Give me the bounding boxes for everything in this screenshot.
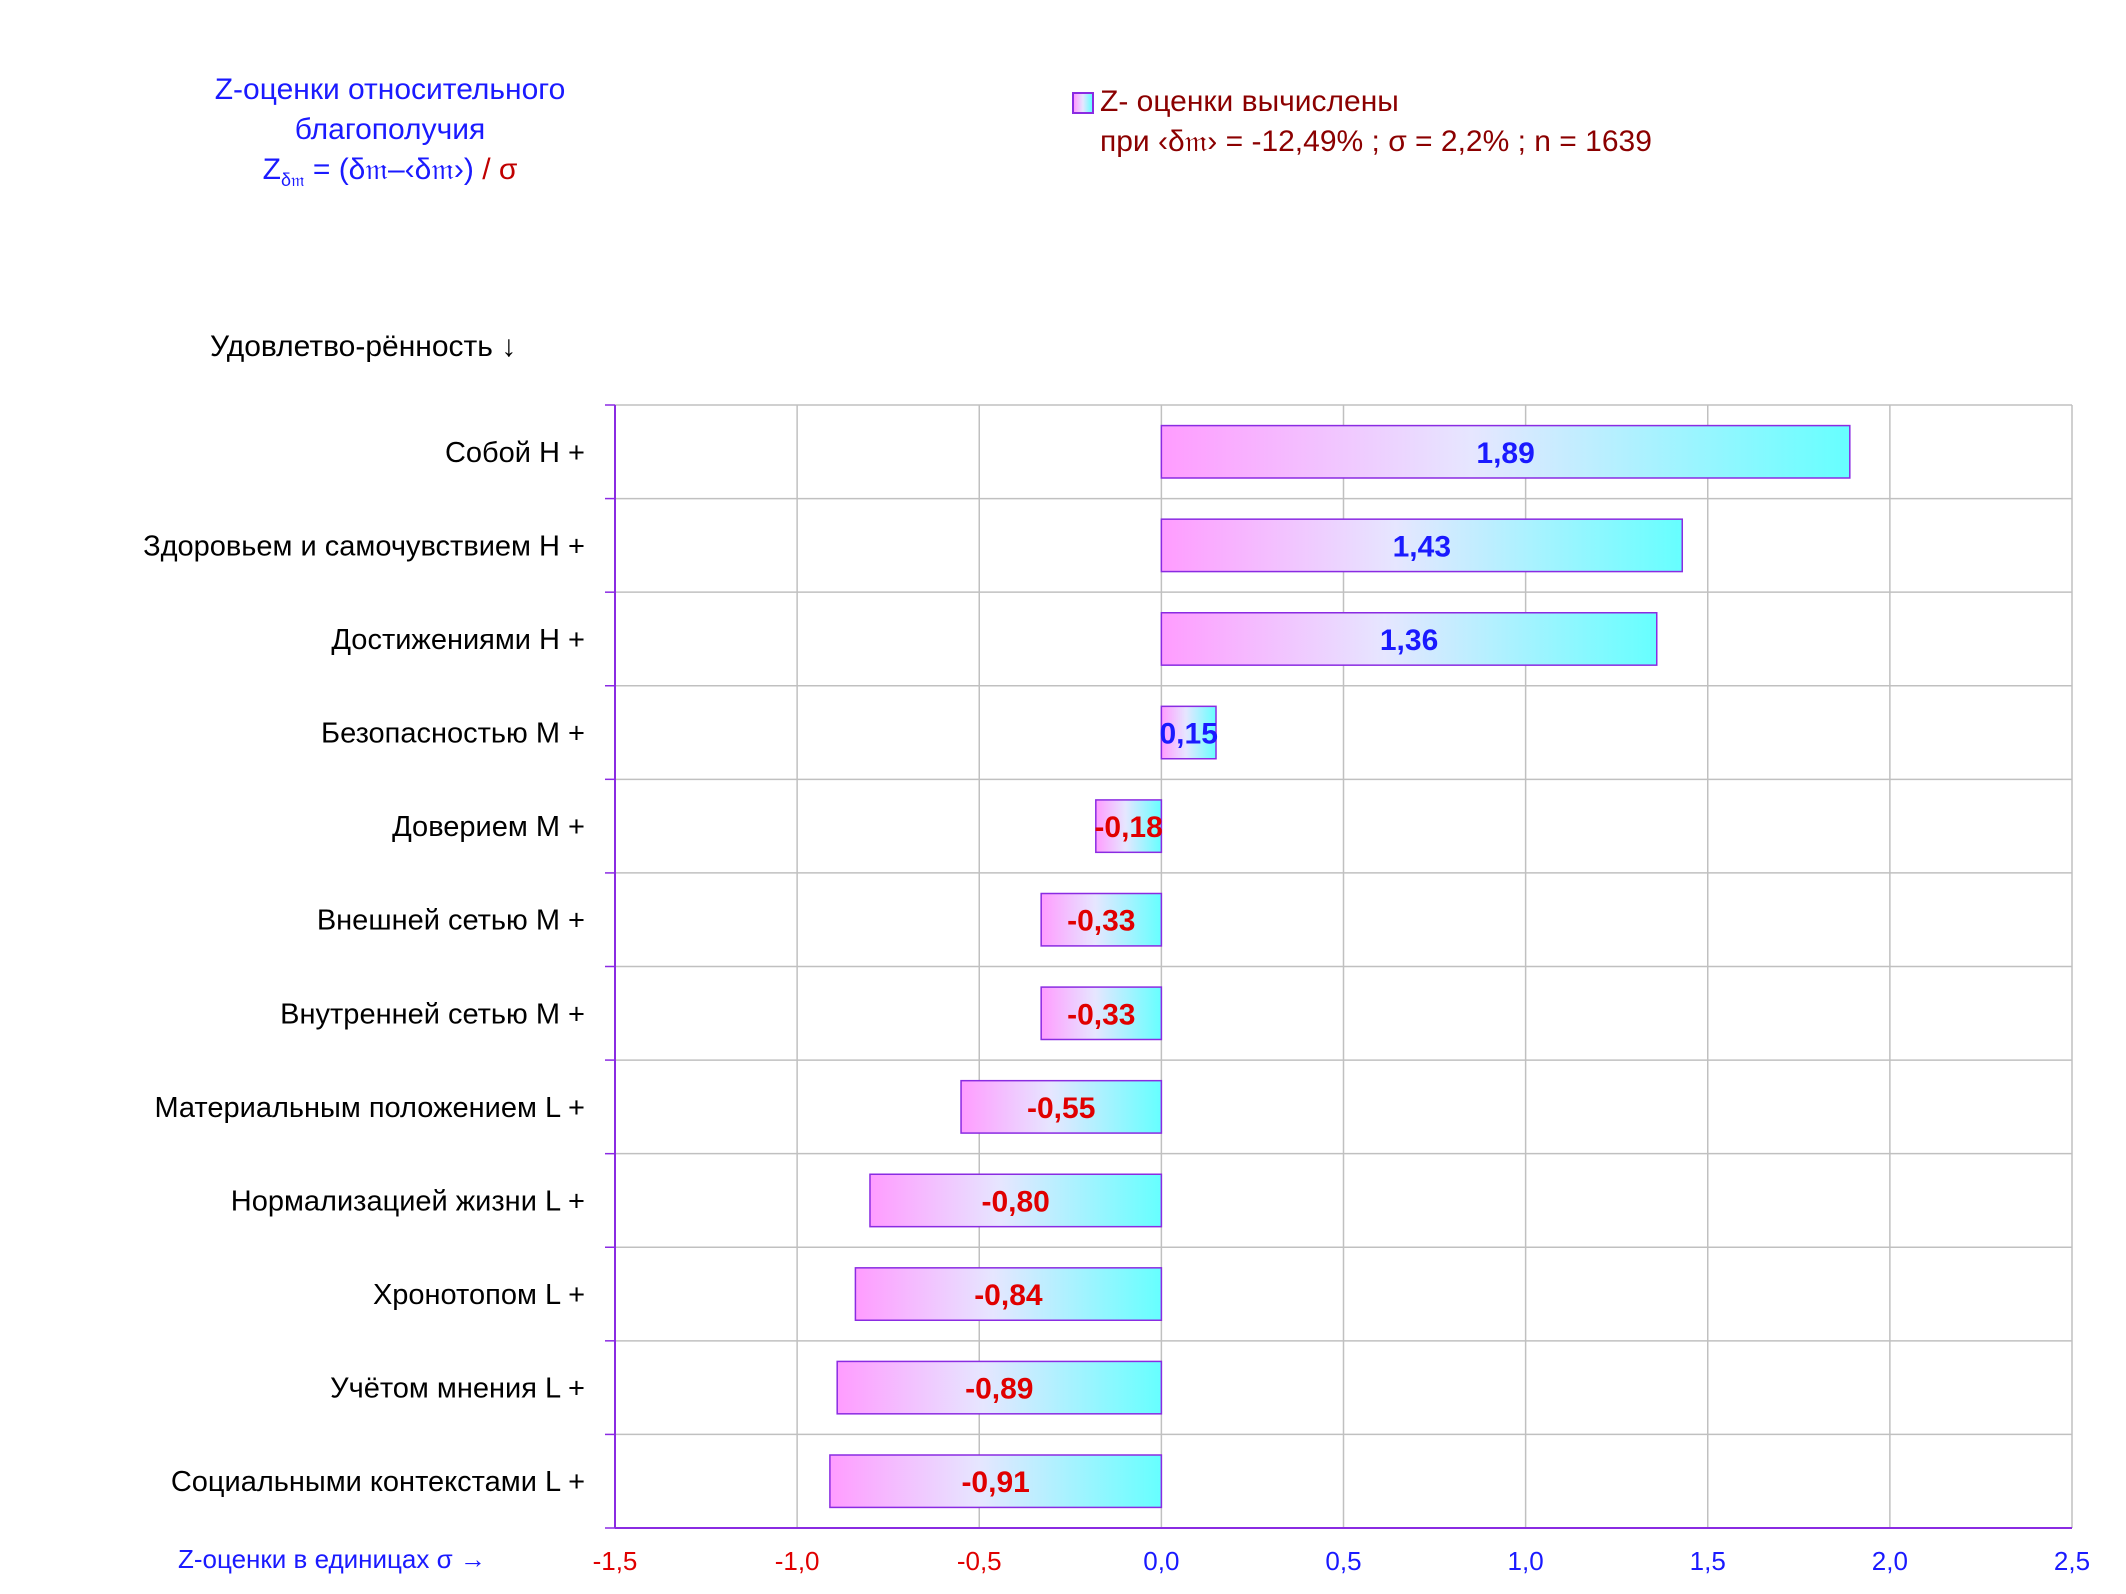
bar xyxy=(836,1360,1163,1415)
chart-title: Z-оценки относительного благополучия Zδ𝔪… xyxy=(150,70,630,200)
x-tick-label: 1,0 xyxy=(1508,1546,1544,1576)
bar-value-label: -0,80 xyxy=(981,1185,1049,1218)
x-tick-label: 2,5 xyxy=(2054,1546,2090,1576)
formula-body: = (δ𝔪–‹δ𝔪›) xyxy=(304,153,483,186)
category-label: Достижениями H + xyxy=(331,624,585,656)
bar xyxy=(1040,892,1163,947)
title-line-1: Z-оценки относительного xyxy=(214,73,566,106)
bar-value-label: -0,84 xyxy=(974,1279,1043,1312)
legend-series-label: Z- оценки вычислены xyxy=(1100,85,1399,118)
bar-value-label: 1,36 xyxy=(1380,624,1438,657)
bar xyxy=(1160,424,1851,479)
category-label: Безопасностью M + xyxy=(321,718,585,750)
legend-swatch xyxy=(1072,92,1094,115)
bar xyxy=(960,1079,1163,1134)
bar-value-label: -0,18 xyxy=(1094,811,1162,844)
category-label: Социальными контекстами L + xyxy=(171,1466,585,1498)
category-label: Материальным положением L + xyxy=(154,1092,585,1124)
bar xyxy=(1160,705,1217,760)
x-tick-label: 0,0 xyxy=(1143,1546,1179,1576)
formula-subscript: δ𝔪 xyxy=(280,170,305,190)
legend-line-1: Z- оценки вычислены xyxy=(1072,82,1652,122)
title-line-2: благополучия xyxy=(294,113,486,146)
labels: -1,5 -1,0 -0,5 0,0 0,5 1,0 1,5 2,0 2,5 1,89 Собой … xyxy=(143,437,2090,1576)
bar xyxy=(1160,612,1658,666)
x-tick-label: -0,5 xyxy=(957,1546,1002,1576)
bars xyxy=(829,424,1851,1509)
bar xyxy=(829,1454,1163,1509)
x-tick-label: -1,0 xyxy=(775,1546,820,1576)
grid-lines xyxy=(605,404,2073,1529)
bar xyxy=(869,1173,1163,1228)
bar xyxy=(854,1267,1163,1321)
bar-value-label: 1,89 xyxy=(1476,437,1534,470)
bar-value-label: -0,55 xyxy=(1027,1092,1095,1125)
legend-line-2: при ‹δ𝔪› = -12,49% ; σ = 2,2% ; n = 1639 xyxy=(1100,125,1652,158)
category-label: Внешней сетью M + xyxy=(317,905,585,937)
bar xyxy=(1160,518,1684,573)
bar xyxy=(1095,799,1163,854)
bar-value-label: -0,33 xyxy=(1067,905,1135,938)
category-label: Учётом мнения L + xyxy=(330,1373,585,1405)
formula-tail: / σ xyxy=(482,153,518,186)
x-tick-label: 2,0 xyxy=(1872,1546,1908,1576)
x-tick-label: -1,5 xyxy=(593,1546,638,1576)
y-axis-heading: Удовлетво-рённость ↓ xyxy=(210,330,517,363)
legend: Z- оценки вычислены при ‹δ𝔪› = -12,49% ;… xyxy=(1072,82,1652,162)
bar-value-label: 0,15 xyxy=(1159,718,1217,751)
bar-value-label: 1,43 xyxy=(1393,530,1451,563)
category-label: Здоровьем и самочувствием H + xyxy=(143,530,585,562)
x-tick-label: 1,5 xyxy=(1690,1546,1726,1576)
category-label: Внутренней сетью M + xyxy=(280,998,585,1030)
bar-value-label: -0,89 xyxy=(965,1373,1033,1406)
x-tick-label: 0,5 xyxy=(1325,1546,1361,1576)
category-label: Хронотопом L + xyxy=(373,1279,585,1311)
x-axis-heading: Z-оценки в единицах σ → xyxy=(178,1544,486,1574)
title-formula: Zδ𝔪 = (δ𝔪–‹δ𝔪›) / σ xyxy=(150,150,630,200)
bar xyxy=(1040,986,1163,1041)
category-label: Собой H + xyxy=(445,437,585,469)
category-label: Нормализацией жизни L + xyxy=(231,1185,585,1217)
bar-value-label: -0,33 xyxy=(1067,998,1135,1031)
bar-value-label: -0,91 xyxy=(961,1466,1029,1499)
category-label: Доверием M + xyxy=(392,811,585,843)
formula-z: Z xyxy=(262,153,281,186)
